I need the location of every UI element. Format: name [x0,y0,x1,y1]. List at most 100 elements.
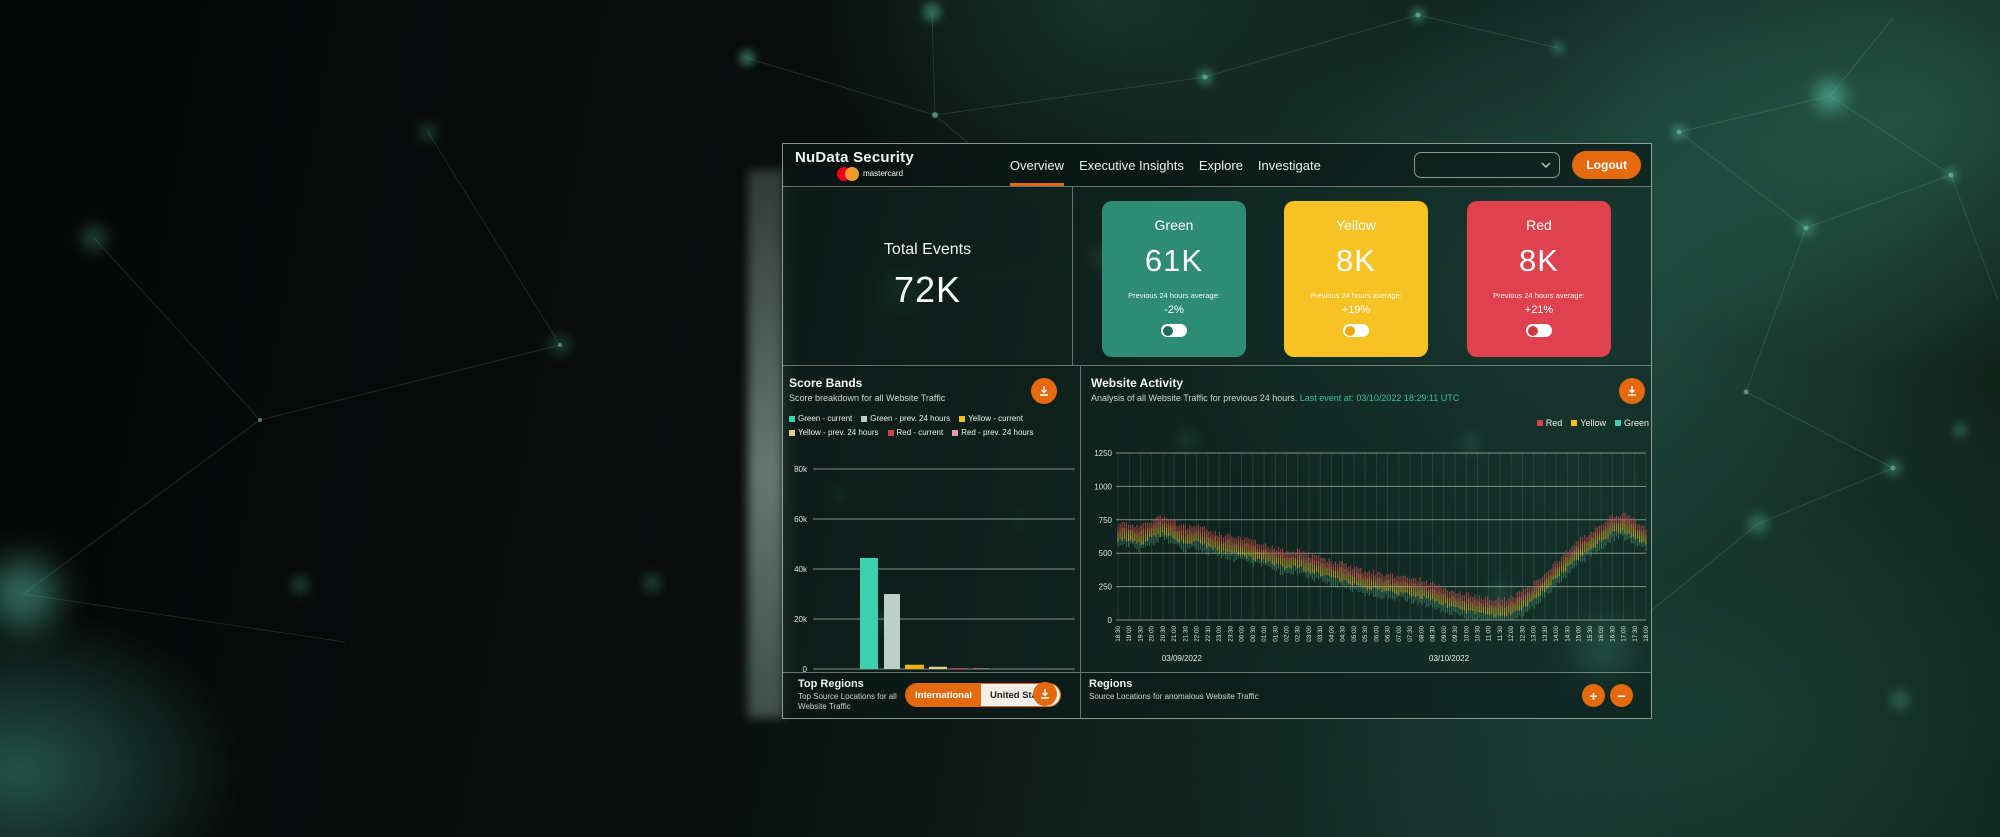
svg-text:80k: 80k [794,465,808,474]
svg-text:1250: 1250 [1094,449,1112,458]
svg-text:23:00: 23:00 [1216,626,1223,642]
svg-text:18:00: 18:00 [1643,626,1650,642]
top-regions-download-button[interactable] [1033,682,1057,706]
svg-text:18:30: 18:30 [1115,626,1122,642]
toggle-knob [1163,325,1173,336]
legend-swatch [861,415,868,422]
svg-text:10:30: 10:30 [1474,626,1481,642]
svg-text:20:00: 20:00 [1149,626,1156,642]
legend-item: Red - current [887,428,944,437]
glow-dot [642,573,662,593]
card-label: Green [1154,217,1194,233]
total-events-label: Total Events [883,241,972,258]
legend-item: Green - current [789,414,852,423]
legend-label: Red - current [896,428,944,437]
header-right: Logout [1414,151,1641,179]
zoom-in-button[interactable]: + [1582,684,1605,707]
svg-text:16:00: 16:00 [1598,626,1605,642]
card-value: 8K [1519,243,1559,278]
score-bands-subtitle: Score breakdown for all Website Traffic [789,393,946,403]
charts-row: Score Bands Score breakdown for all Webs… [783,366,1651,673]
regions-subtitle: Source Locations for anomalous Website T… [1089,692,1259,701]
legend-swatch [1614,420,1621,426]
website-activity-subtitle-text: Analysis of all Website Traffic for prev… [1091,393,1298,403]
regions-title: Regions [1089,678,1133,690]
svg-text:05:00: 05:00 [1351,626,1358,642]
top-regions-title: Top Regions [798,678,864,690]
glow-dot [0,560,57,628]
svg-text:03/10/2022: 03/10/2022 [1429,654,1470,663]
zoom-out-button[interactable]: − [1610,684,1633,707]
svg-text:20:30: 20:30 [1160,626,1167,642]
svg-text:1000: 1000 [1094,482,1112,491]
segment-international[interactable]: International [906,684,982,706]
main-nav: Overview Executive Insights Explore Investi… [1009,144,1321,186]
legend-label: Green - prev. 24 hours [870,414,951,423]
card-toggle[interactable] [1343,324,1369,337]
total-events-panel: Total Events 72K [783,187,1073,365]
download-icon [1040,386,1048,396]
svg-text:03:00: 03:00 [1306,626,1313,642]
mastercard-wordmark: mastercard [863,168,904,178]
card-average-label: Previous 24 hours average: [1128,291,1220,300]
legend-item: Yellow - current [959,414,1023,423]
website-activity-panel: Website Activity Analysis of all Website… [1081,366,1651,672]
svg-text:17:30: 17:30 [1632,626,1639,642]
legend-label: Green [1623,418,1649,428]
score-bands-download-button[interactable] [1031,378,1057,404]
nav-item-explore[interactable]: Explore [1198,157,1243,173]
svg-text:00:00: 00:00 [1239,626,1246,642]
legend-swatch [952,429,959,436]
svg-text:14:30: 14:30 [1564,626,1571,642]
glow-dot [1884,459,1902,477]
light-reflection-band [748,170,784,718]
svg-text:11:00: 11:00 [1486,626,1493,642]
svg-text:0: 0 [803,665,808,672]
svg-text:12:00: 12:00 [1508,626,1515,642]
svg-text:15:30: 15:30 [1587,626,1594,642]
card-label: Red [1526,217,1552,233]
svg-text:00:30: 00:30 [1250,626,1257,642]
card-toggle[interactable] [1526,324,1552,337]
card-toggle[interactable] [1161,324,1187,337]
mastercard-orange-circle [845,166,859,181]
svg-text:13:00: 13:00 [1531,626,1538,642]
website-activity-title: Website Activity [1091,376,1184,390]
glow-dot [1552,42,1564,54]
score-bands-chart: 80k 60k 40k 20k 0 [794,465,1075,672]
nav-item-overview[interactable]: Overview [1009,144,1065,186]
nav-item-executive-insights[interactable]: Executive Insights [1079,157,1184,173]
glow-dot [739,50,755,66]
svg-text:09:00: 09:00 [1441,626,1448,642]
nav-item-investigate[interactable]: Investigate [1257,157,1321,173]
download-icon [1628,386,1636,396]
svg-text:06:30: 06:30 [1385,626,1392,642]
download-icon [1041,689,1049,699]
filter-dropdown[interactable] [1414,152,1561,178]
svg-text:20k: 20k [794,615,808,624]
svg-text:08:00: 08:00 [1418,626,1425,642]
svg-text:22:30: 22:30 [1205,626,1212,642]
dashboard-window: NuData Security mastercard Overview Execu… [782,143,1652,719]
mastercard-logo: mastercard [837,166,914,181]
summary-row: Total Events 72K Green 61K Previous 24 h… [783,187,1651,366]
total-events-value: 72K [893,269,962,310]
score-bands-legend: Green - current Green - prev. 24 hours Yel… [789,414,1055,437]
card-delta: +21% [1524,304,1554,316]
regions-header: Regions Source Locations for anomalous W… [1089,678,1259,702]
legend-item: Yellow - prev. 24 hours [789,428,879,437]
glow-dot [1890,690,1910,710]
svg-text:21:30: 21:30 [1182,626,1189,642]
svg-text:02:30: 02:30 [1295,626,1302,642]
glow-dot [923,3,941,21]
regions-panel: Regions Source Locations for anomalous W… [1081,673,1651,718]
svg-text:22:00: 22:00 [1194,626,1201,642]
svg-text:07:30: 07:30 [1407,626,1414,642]
legend-item: Red [1536,418,1562,428]
logout-button[interactable]: Logout [1572,151,1641,179]
legend-label: Yellow [1580,418,1606,428]
website-activity-download-button[interactable] [1619,378,1645,404]
glow-dot [1748,514,1768,534]
glow-dot [1944,168,1958,182]
app-header: NuData Security mastercard Overview Execu… [783,144,1651,187]
